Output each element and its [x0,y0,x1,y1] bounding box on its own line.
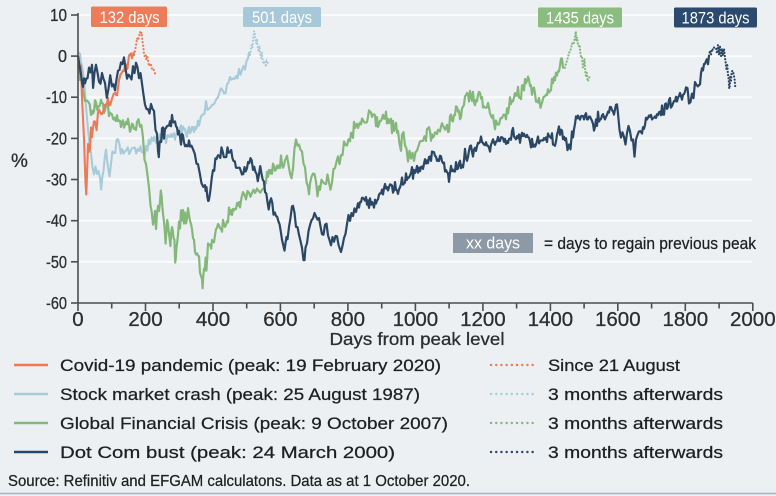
svg-text:-30: -30 [46,170,67,190]
svg-text:-20: -20 [46,128,67,148]
svg-text:1600: 1600 [595,308,641,331]
svg-text:800: 800 [331,308,365,331]
svg-text:Global Financial Crisis (peak:: Global Financial Crisis (peak: 9 October… [60,414,448,433]
svg-text:3 months afterwards: 3 months afterwards [548,414,723,433]
svg-text:-50: -50 [46,252,67,272]
svg-text:-60: -60 [46,293,67,313]
svg-text:= days to regain previous peak: = days to regain previous peak [544,234,756,253]
svg-text:1435 days: 1435 days [546,9,614,27]
svg-text:10: 10 [50,5,67,25]
svg-text:3 months afterwards: 3 months afterwards [548,385,723,404]
svg-text:2000: 2000 [730,308,776,331]
svg-text:Days from peak level: Days from peak level [330,329,505,349]
svg-text:%: % [11,151,28,172]
svg-text:Since 21 August: Since 21 August [548,356,680,375]
svg-text:400: 400 [196,308,230,331]
svg-text:Covid-19 pandemic (peak: 19 Fe: Covid-19 pandemic (peak: 19 February 202… [60,356,441,375]
svg-text:600: 600 [263,308,297,331]
svg-text:Dot Com bust (peak: 24 March 2: Dot Com bust (peak: 24 March 2000) [60,443,395,462]
svg-text:132 days: 132 days [100,9,160,27]
svg-text:1200: 1200 [460,308,506,331]
svg-text:200: 200 [128,308,162,331]
svg-text:3 months afterwards: 3 months afterwards [548,443,723,462]
svg-text:Stock market crash (peak: 25 A: Stock market crash (peak: 25 August 1987… [60,385,420,404]
svg-text:1400: 1400 [528,308,574,331]
svg-text:xx days: xx days [466,235,520,253]
svg-text:Source: Refinitiv and EFGAM ca: Source: Refinitiv and EFGAM calculatons.… [8,473,470,490]
svg-text:0: 0 [58,46,67,66]
svg-text:1873 days: 1873 days [682,9,750,27]
svg-text:1800: 1800 [662,308,708,331]
svg-text:0: 0 [72,308,83,331]
svg-text:-10: -10 [46,87,67,107]
svg-text:501 days: 501 days [252,9,312,27]
svg-text:1000: 1000 [393,308,439,331]
svg-text:-40: -40 [46,211,67,231]
